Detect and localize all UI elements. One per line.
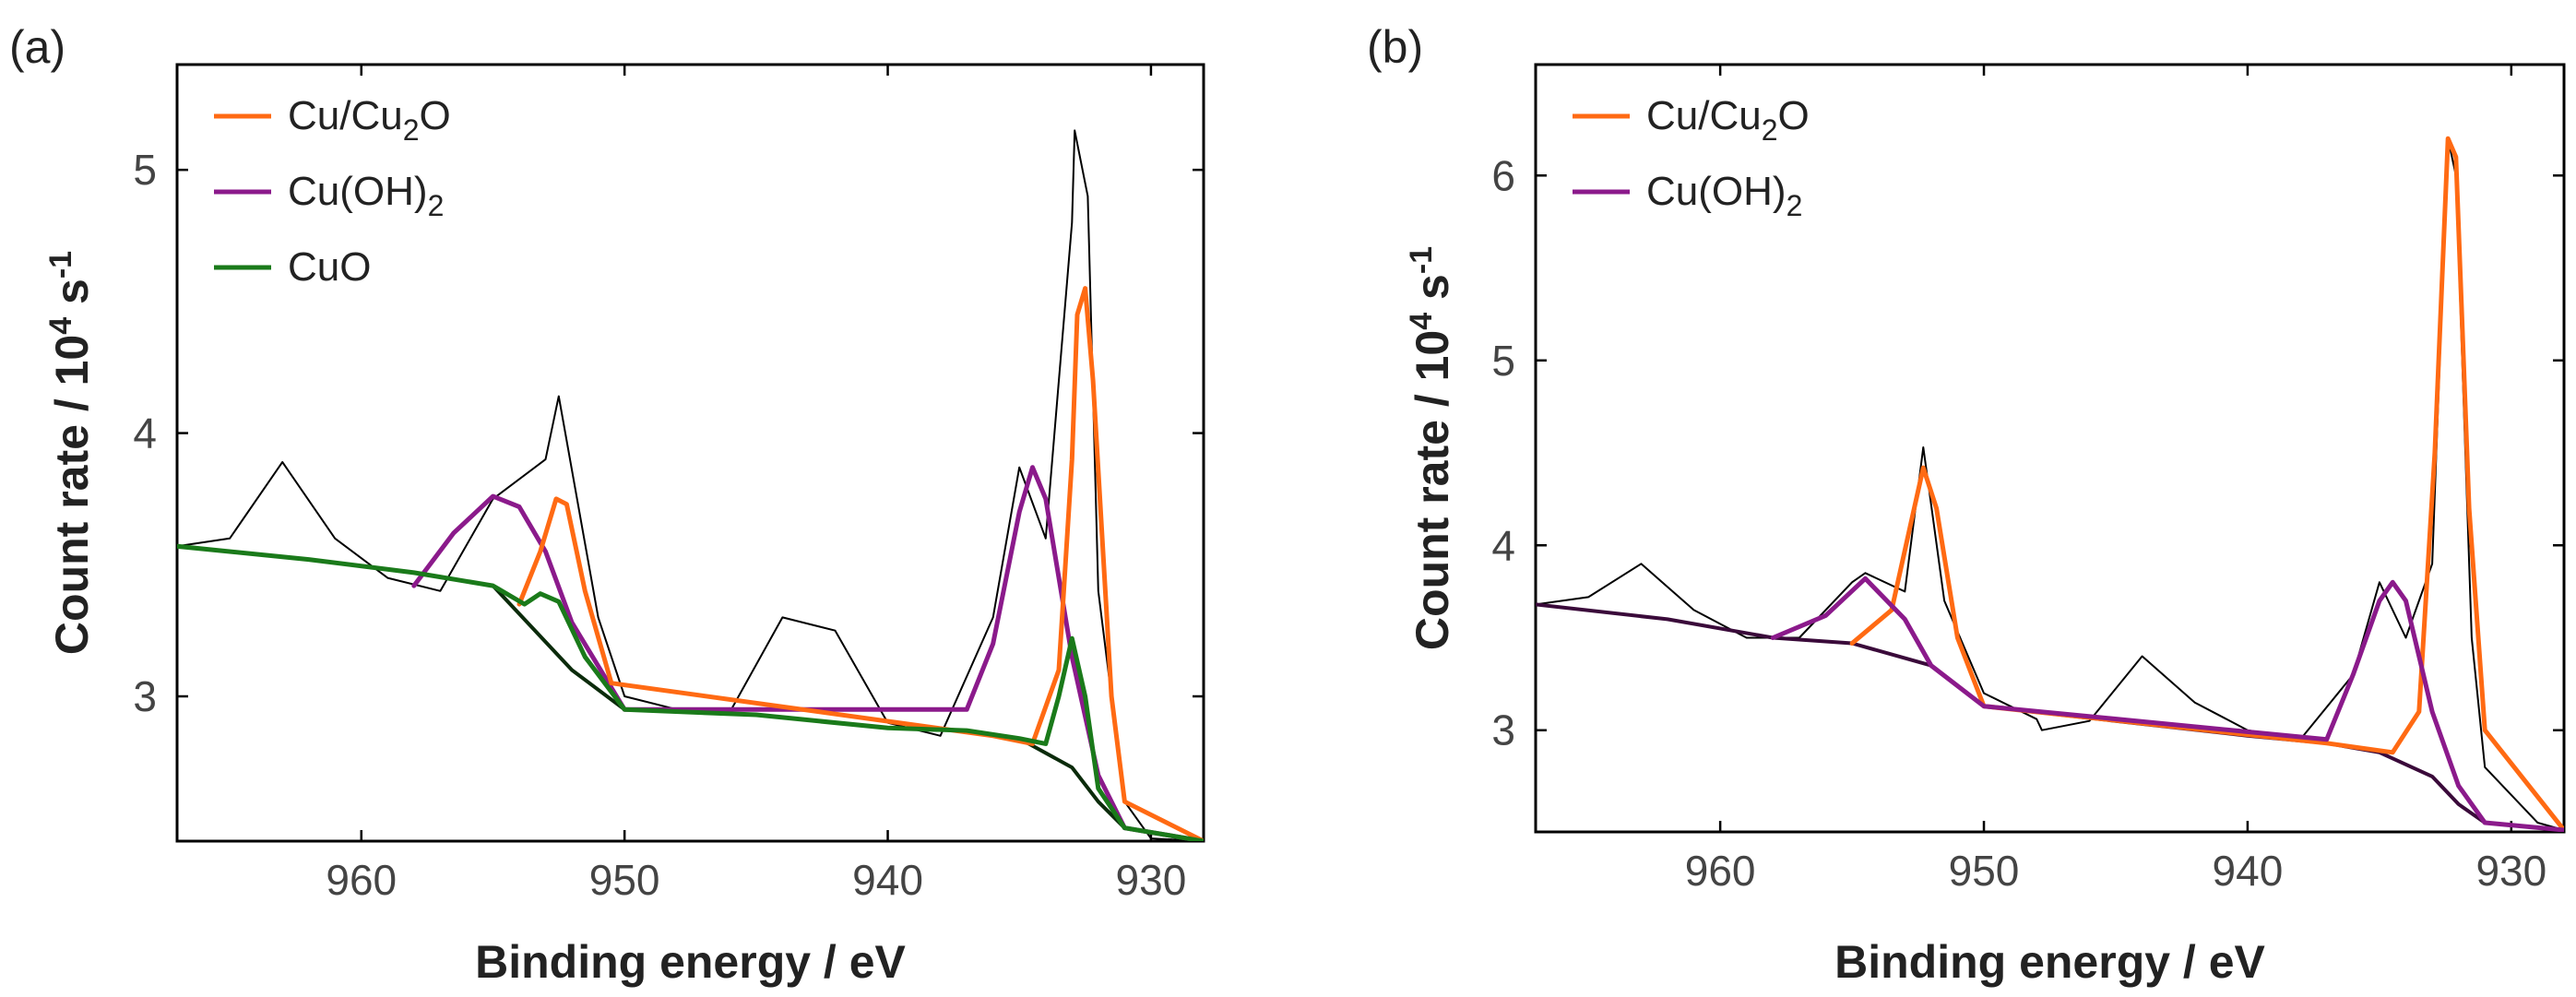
- y-axis-title: Count rate / 104 s-1: [43, 251, 98, 655]
- y-tick-label: 5: [133, 146, 157, 194]
- series-line-cu-cu2o: [516, 286, 1204, 841]
- x-tick-label: 930: [2475, 847, 2546, 895]
- series-line-cuo: [177, 543, 1204, 841]
- series-line-cu-oh-2: [1770, 576, 2564, 832]
- chart-panel-b: (b) 960 950 940 930 3 4 5 6 Binding energy / eV Co…: [1367, 21, 2566, 988]
- y-tick-label: 5: [1491, 337, 1515, 385]
- legend-label: Cu(OH)2: [288, 169, 444, 222]
- x-tick-label: 940: [852, 856, 923, 904]
- legend-label: Cu/Cu2O: [288, 93, 451, 147]
- legend-label: CuO: [288, 244, 371, 290]
- y-tick-label: 4: [1491, 521, 1515, 569]
- plot-frame: [1534, 63, 2566, 834]
- plot-area: [1536, 136, 2564, 832]
- y-tick-label: 3: [133, 672, 157, 720]
- panel-label: (b): [1367, 21, 1423, 73]
- plot-area: [177, 129, 1204, 841]
- series-line-cu-cu2o: [1849, 136, 2564, 832]
- x-tick-label: 960: [1685, 847, 1756, 895]
- y-tick-label: 3: [1491, 706, 1515, 754]
- plot-frame: [175, 63, 1205, 843]
- measured-spectrum-line: [177, 129, 1204, 841]
- x-tick-label: 960: [326, 856, 397, 904]
- y-tick-label: 4: [133, 409, 157, 457]
- series-line-background: [1536, 602, 2564, 832]
- x-axis-title: Binding energy / eV: [475, 936, 906, 988]
- y-tick-label: 6: [1491, 151, 1515, 199]
- chart-panel-a: (a) 960 950 940 930 3 4 5 Binding energy / eV Cou…: [9, 21, 1205, 988]
- x-tick-label: 950: [1949, 847, 2020, 895]
- x-tick-label: 930: [1116, 856, 1187, 904]
- x-axis-title: Binding energy / eV: [1834, 936, 2265, 988]
- x-tick-label: 950: [589, 856, 660, 904]
- legend-label: Cu/Cu2O: [1646, 93, 1810, 147]
- legend-label: Cu(OH)2: [1646, 169, 1802, 222]
- panel-label: (a): [9, 21, 65, 73]
- y-axis-title: Count rate / 104 s-1: [1404, 246, 1458, 650]
- series-line-cu-oh-2: [411, 465, 1204, 841]
- x-tick-label: 940: [2213, 847, 2284, 895]
